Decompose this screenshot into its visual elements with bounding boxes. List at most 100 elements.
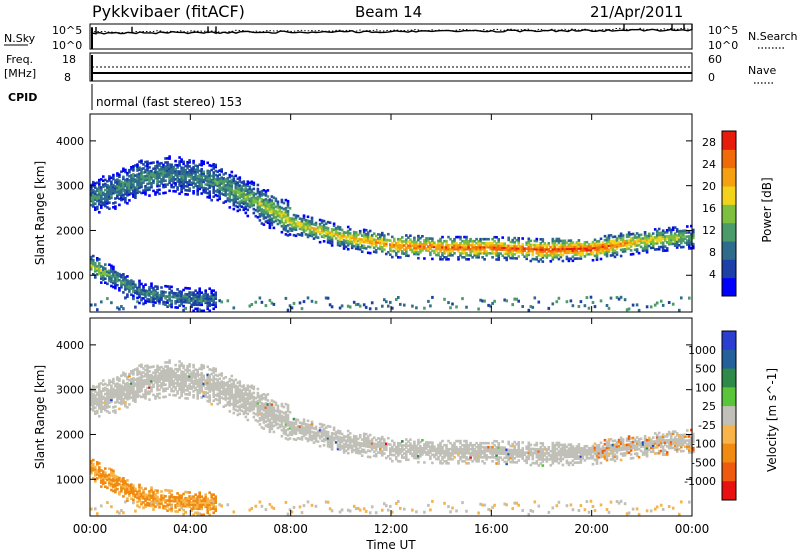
power-cell <box>270 205 274 208</box>
velocity-cell <box>136 387 139 390</box>
power-cell <box>509 246 512 250</box>
velocity-cell <box>102 480 105 483</box>
velocity-cell <box>244 405 248 409</box>
power-cell <box>527 308 531 312</box>
power-cell <box>262 203 266 206</box>
velocity-cell <box>224 382 227 385</box>
power-cell <box>631 238 635 242</box>
velocity-cell <box>314 435 318 439</box>
power-cell <box>126 177 129 181</box>
velocity-cell <box>138 491 141 495</box>
power-cell <box>487 245 490 249</box>
velocity-cell <box>208 378 211 381</box>
power-cell <box>334 229 338 232</box>
power-cell <box>104 184 107 188</box>
velocity-cell <box>164 389 167 392</box>
velocity-cell <box>236 413 240 417</box>
velocity-cell <box>240 389 244 392</box>
power-cell <box>272 302 276 306</box>
power-cell <box>122 169 125 173</box>
power-cell <box>262 223 266 226</box>
velocity-cell <box>208 374 211 377</box>
velocity-cell <box>194 378 197 381</box>
power-cell <box>184 292 187 296</box>
power-cell <box>405 254 408 257</box>
power-cell <box>425 243 428 246</box>
power-cell <box>465 254 468 257</box>
power-cell <box>473 245 476 249</box>
velocity-cell <box>202 497 205 500</box>
power-cell <box>437 247 440 251</box>
power-cell <box>393 249 396 253</box>
velocity-cell <box>104 467 107 470</box>
velocity-cell <box>336 445 340 449</box>
velocity-cell <box>190 497 193 500</box>
power-cell <box>302 226 306 230</box>
power-cell <box>541 240 545 243</box>
velocity-cell <box>134 390 137 393</box>
power-cell <box>138 283 141 287</box>
power-cell <box>244 185 248 188</box>
power-cell <box>633 242 637 245</box>
power-cell <box>192 293 195 296</box>
power-cell <box>228 191 232 195</box>
power-cell <box>208 309 211 313</box>
power-cell <box>342 241 346 244</box>
power-cell <box>505 250 508 254</box>
power-cell <box>122 193 125 197</box>
power-cell <box>214 293 217 296</box>
power-cell <box>140 167 143 171</box>
power-cell <box>182 296 185 300</box>
velocity-cell <box>120 402 123 406</box>
power-cell <box>302 216 306 219</box>
power-cell <box>106 200 109 203</box>
power-cell <box>435 245 438 249</box>
velocity-cell <box>124 384 127 388</box>
power-cell <box>128 282 131 285</box>
power-cell <box>328 239 332 243</box>
power-cell <box>248 205 252 209</box>
power-cell <box>134 285 137 289</box>
power-cell <box>140 179 143 183</box>
power-cell <box>196 303 199 307</box>
power-cell <box>266 215 270 218</box>
power-cell <box>170 177 173 181</box>
power-cell <box>282 207 286 211</box>
power-cell <box>194 293 197 296</box>
power-cell <box>675 234 679 237</box>
power-cell <box>182 304 185 308</box>
power-cell <box>138 281 141 285</box>
power-cell <box>379 243 382 247</box>
power-cell <box>108 175 111 178</box>
power-cell <box>364 228 368 232</box>
velocity-cell <box>188 503 191 506</box>
velocity-cell <box>142 367 145 370</box>
velocity-cell <box>314 431 318 435</box>
velocity-cell <box>342 451 346 454</box>
power-cell <box>188 301 191 304</box>
power-cell <box>360 244 364 247</box>
power-cell <box>577 251 581 254</box>
power-cell <box>523 247 526 250</box>
power-cell <box>433 251 436 255</box>
power-cell <box>487 252 490 255</box>
velocity-cell <box>260 404 264 407</box>
velocity-cell <box>186 501 189 504</box>
power-cell <box>517 243 520 246</box>
velocity-cell <box>264 402 268 405</box>
velocity-cell <box>186 393 189 396</box>
power-cell <box>465 252 468 255</box>
power-cell <box>116 275 119 279</box>
power-cell <box>118 187 121 191</box>
power-cell <box>690 247 693 250</box>
velocity-cell <box>160 494 163 497</box>
power-cell <box>571 245 575 248</box>
power-cell <box>370 242 374 245</box>
velocity-cell <box>108 467 111 470</box>
velocity-cell <box>92 409 95 412</box>
power-cell <box>90 303 93 307</box>
velocity-cell <box>122 387 125 391</box>
power-cell <box>603 243 607 246</box>
power-cell <box>487 303 490 307</box>
velocity-cell <box>96 391 99 395</box>
